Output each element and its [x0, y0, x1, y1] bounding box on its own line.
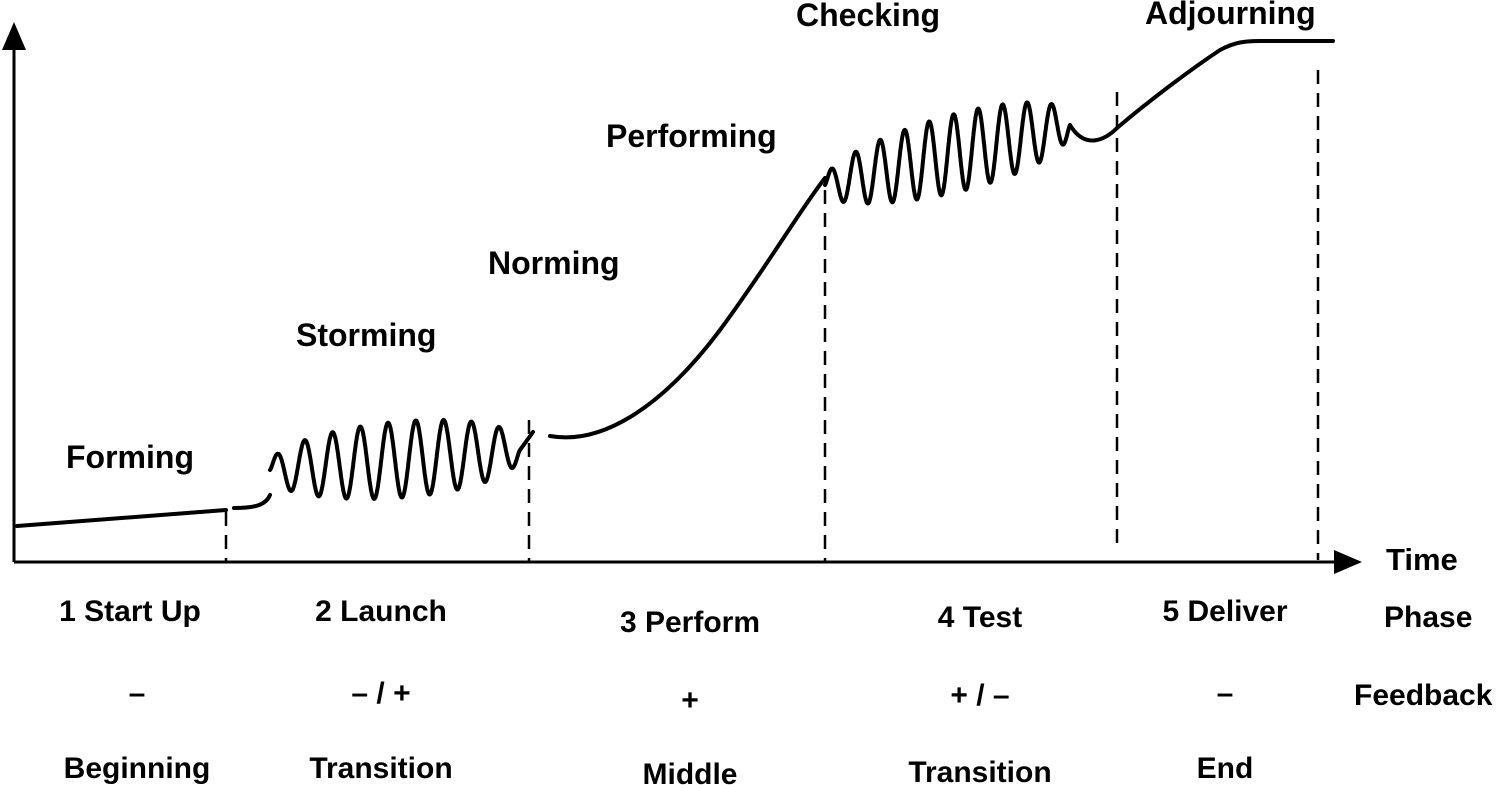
- x-axis-arrow-icon: [1334, 550, 1362, 574]
- phase-feedback: + / –: [950, 679, 1009, 712]
- phase-position: End: [1197, 752, 1254, 785]
- phase-name: 4 Test: [938, 601, 1022, 634]
- x-axis-label: Time: [1386, 542, 1458, 577]
- phase-feedback: –: [129, 677, 146, 710]
- stage-label-checking: Checking: [796, 0, 940, 33]
- curve-norming-segment: [548, 176, 827, 440]
- stage-label-forming: Forming: [66, 439, 194, 475]
- curve-forming-segment: [15, 508, 228, 528]
- phase-position: Beginning: [64, 752, 211, 785]
- phase-feedback: +: [681, 684, 699, 717]
- row-label-feedback: Feedback: [1354, 679, 1493, 712]
- stage-label-norming: Norming: [488, 245, 620, 281]
- phase-position: Transition: [309, 752, 452, 785]
- stage-label-storming: Storming: [296, 317, 436, 353]
- phase-feedback: – / +: [351, 677, 410, 710]
- stage-label-performing: Performing: [606, 118, 777, 154]
- curve-adjourning-segment: [1115, 39, 1335, 130]
- phase-feedback: –: [1217, 677, 1234, 710]
- phase-position: Middle: [643, 758, 738, 785]
- row-label-phase: Phase: [1384, 601, 1472, 634]
- y-axis-arrow-icon: [2, 22, 26, 50]
- curve-checking-segment: [823, 100, 1119, 206]
- phase-name: 1 Start Up: [59, 595, 201, 628]
- stage-label-adjourning: Adjourning: [1145, 0, 1316, 31]
- phase-name: 2 Launch: [315, 595, 447, 628]
- phase-name: 5 Deliver: [1162, 595, 1287, 628]
- curve-storming-segment: [232, 417, 535, 510]
- phase-position: Transition: [908, 756, 1051, 785]
- phase-name: 3 Perform: [620, 606, 760, 639]
